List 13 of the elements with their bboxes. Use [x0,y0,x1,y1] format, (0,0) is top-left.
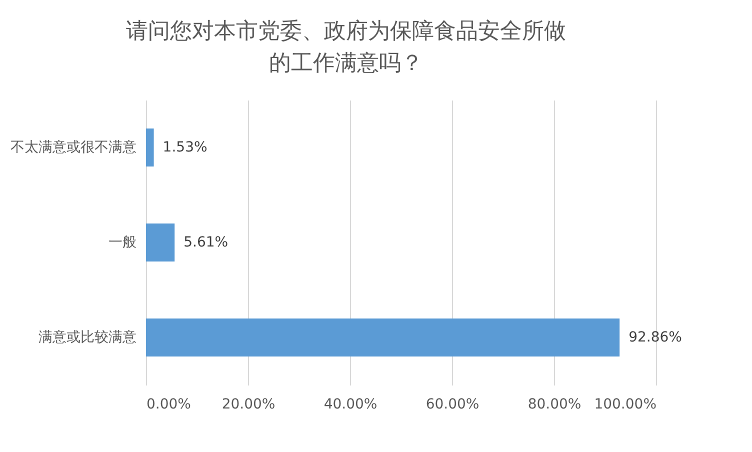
x-tick-label: 0.00% [146,396,191,412]
y-tick-label: 不太满意或很不满意 [10,140,136,156]
data-label: 92.86% [628,330,682,346]
chart-title: 请问您对本市党委、政府为保障食品安全所做的工作满意吗？ [126,19,566,76]
x-tick-label: 20.00% [222,396,276,412]
x-tick-label: 80.00% [528,396,582,412]
x-tick-label: 40.00% [324,396,378,412]
x-tick-label: 100.00% [594,396,656,412]
x-tick-label: 60.00% [426,396,480,412]
y-tick-label: 一般 [108,234,136,250]
data-label: 5.61% [184,234,228,250]
y-tick-label: 满意或比较满意 [38,330,136,346]
data-label: 1.53% [162,140,208,156]
